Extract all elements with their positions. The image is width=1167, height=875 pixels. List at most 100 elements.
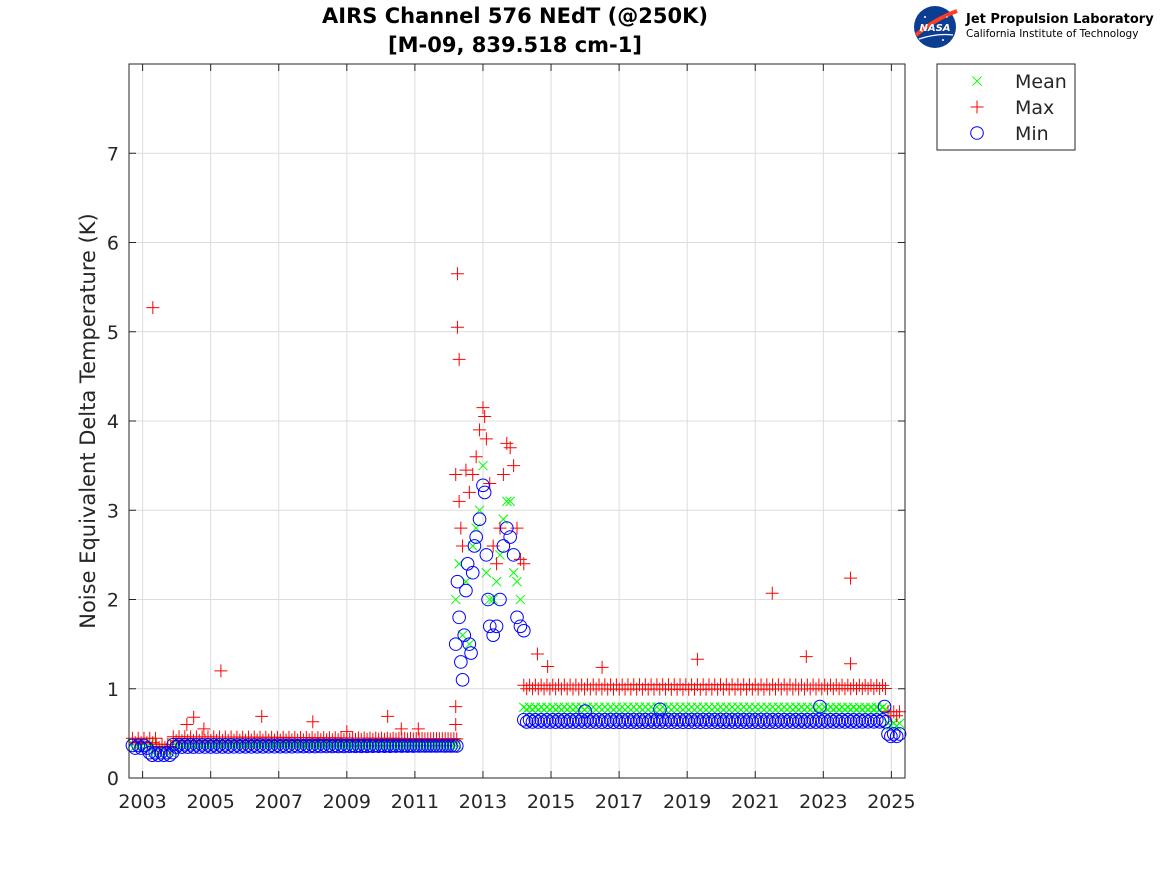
point-min xyxy=(739,715,754,729)
point-min xyxy=(783,712,797,727)
point-min xyxy=(571,715,586,729)
series-min xyxy=(125,478,907,762)
point-min xyxy=(696,712,710,727)
point-min xyxy=(690,712,705,727)
point-max xyxy=(449,717,463,731)
point-max xyxy=(876,678,890,692)
point-max xyxy=(479,432,493,446)
point-min xyxy=(650,712,664,727)
point-min xyxy=(421,739,435,753)
point-min xyxy=(267,739,282,754)
point-min xyxy=(227,740,241,754)
point-max xyxy=(690,652,704,666)
point-min xyxy=(513,619,528,634)
point-min xyxy=(482,619,497,634)
point-min xyxy=(826,715,841,729)
point-min xyxy=(797,715,812,729)
point-max xyxy=(530,647,544,661)
legend-box xyxy=(936,63,1076,151)
point-min xyxy=(232,740,247,754)
x-tick-label: 2013 xyxy=(459,791,507,813)
point-min xyxy=(875,713,890,727)
point-min xyxy=(751,715,765,729)
x-tick-label: 2025 xyxy=(867,791,915,813)
point-max xyxy=(459,463,473,477)
point-max xyxy=(878,681,892,695)
point-min xyxy=(864,713,878,727)
point-min xyxy=(626,712,641,727)
point-max xyxy=(844,657,858,671)
point-min xyxy=(259,738,273,752)
point-min xyxy=(629,715,644,729)
point-min xyxy=(305,738,319,752)
point-max xyxy=(456,539,470,553)
point-min xyxy=(285,739,299,754)
point-max xyxy=(765,586,779,600)
point-min xyxy=(812,712,826,727)
legend-label-max: Max xyxy=(1015,97,1054,119)
point-min xyxy=(472,512,487,526)
point-min xyxy=(765,712,780,727)
point-min xyxy=(841,713,855,727)
point-min xyxy=(551,712,566,727)
point-min xyxy=(803,715,818,729)
point-min xyxy=(699,715,713,730)
point-max xyxy=(454,521,468,535)
point-max xyxy=(180,717,194,731)
point-min xyxy=(183,737,198,752)
x-tick-label: 2019 xyxy=(663,791,711,813)
point-min xyxy=(215,740,230,754)
point-min xyxy=(270,738,285,752)
point-min xyxy=(290,739,305,754)
point-min xyxy=(441,739,455,753)
point-min xyxy=(253,738,267,752)
point-min xyxy=(768,715,783,729)
point-min xyxy=(486,628,500,643)
x-tick-label: 2003 xyxy=(118,791,166,813)
point-min xyxy=(589,715,603,729)
point-min xyxy=(892,727,907,741)
point-min xyxy=(780,715,794,729)
point-min xyxy=(693,715,708,730)
legend-label-min: Min xyxy=(1015,123,1049,145)
point-min xyxy=(154,745,168,760)
point-min xyxy=(598,712,612,727)
point-min xyxy=(667,712,682,727)
point-min xyxy=(858,713,872,727)
x-tick-label: 2009 xyxy=(323,791,371,813)
x-tick-label: 2023 xyxy=(799,791,847,813)
point-min xyxy=(600,715,615,729)
point-min xyxy=(189,737,204,752)
point-min xyxy=(638,712,653,727)
point-min xyxy=(794,712,809,727)
point-min xyxy=(169,740,183,754)
point-min xyxy=(728,715,742,729)
point-min xyxy=(809,715,823,729)
point-min xyxy=(479,548,494,562)
point-min xyxy=(705,715,719,730)
point-min xyxy=(580,712,595,727)
jpl-branding: NASA Jet Propulsion Laboratory Californi… xyxy=(913,5,1154,49)
point-min xyxy=(722,715,737,729)
x-tick-label: 2021 xyxy=(731,791,779,813)
point-min xyxy=(496,539,511,553)
point-min xyxy=(843,715,858,729)
point-max xyxy=(452,352,466,366)
point-min xyxy=(583,715,598,729)
point-mean xyxy=(508,567,519,578)
point-min xyxy=(838,715,852,729)
point-min xyxy=(545,712,560,727)
point-mean xyxy=(481,567,492,578)
data-marks xyxy=(125,267,907,762)
point-min xyxy=(745,715,760,729)
point-min xyxy=(786,715,800,729)
point-min xyxy=(531,715,546,729)
point-min xyxy=(771,712,786,727)
point-min xyxy=(760,712,774,727)
point-max xyxy=(146,301,160,315)
point-min xyxy=(719,712,734,727)
point-mean xyxy=(478,460,488,471)
point-min xyxy=(125,738,140,753)
point-min xyxy=(832,715,846,729)
